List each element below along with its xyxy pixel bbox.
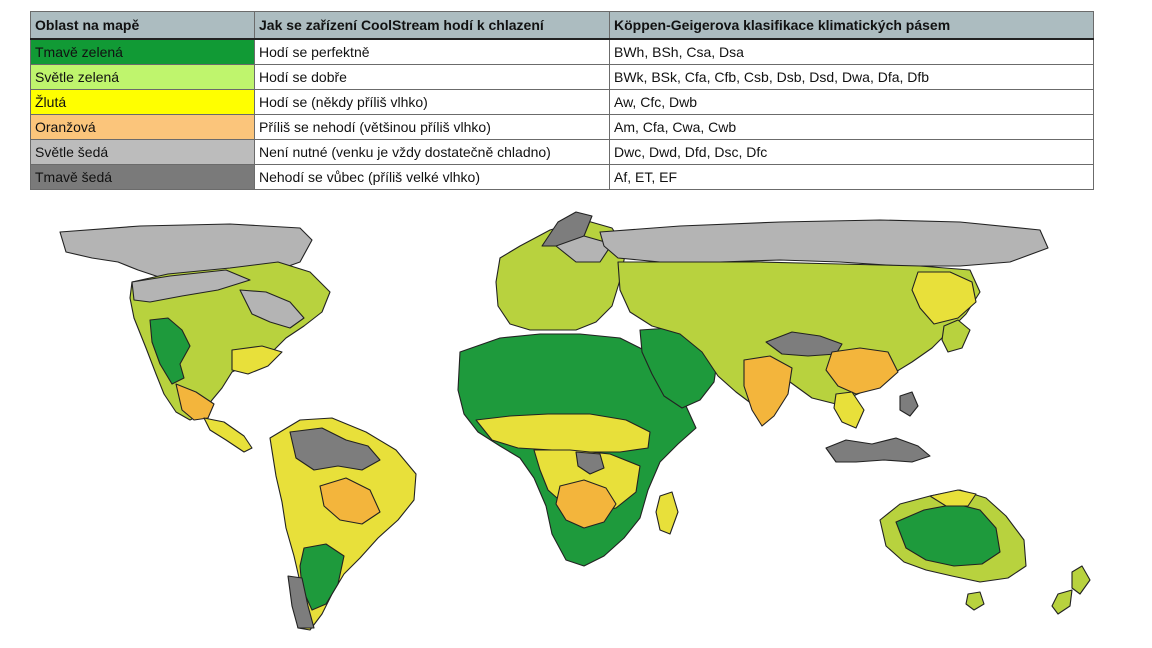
climate-legend-table: Oblast na mapě Jak se zařízení CoolStrea… [30, 11, 1094, 190]
area-swatch-cell: Žlutá [30, 89, 255, 115]
koppen-cell: BWk, BSk, Cfa, Cfb, Csb, Dsb, Dsd, Dwa, … [609, 64, 1094, 90]
indonesia-islands [825, 437, 931, 463]
tibetan-plateau-region [765, 331, 843, 357]
north-america-southeast-region [231, 345, 283, 375]
southeast-asia-region [833, 391, 865, 429]
northern-europe-region [555, 235, 613, 263]
andes-region [287, 575, 315, 629]
brazil-interior-region [319, 477, 381, 525]
area-swatch-cell: Tmavě zelená [30, 38, 255, 65]
madagascar-island [655, 491, 679, 535]
southern-cone-region [299, 543, 345, 611]
header-suitability: Jak se zařízení CoolStream hodí k chlaze… [254, 11, 610, 40]
header-area: Oblast na mapě [30, 11, 255, 40]
table-header-row: Oblast na mapě Jak se zařízení CoolStrea… [30, 11, 1094, 40]
japan-islands [941, 319, 971, 353]
area-swatch-cell: Tmavě šedá [30, 164, 255, 190]
suitability-cell: Nehodí se vůbec (příliš velké vlhko) [254, 164, 610, 190]
koppen-cell: Am, Cfa, Cwa, Cwb [609, 114, 1094, 140]
koppen-cell: BWh, BSh, Csa, Dsa [609, 38, 1094, 65]
china-east-region [825, 347, 899, 395]
sahel-region [475, 413, 651, 453]
koppen-cell: Af, ET, EF [609, 164, 1094, 190]
congo-basin-region [575, 451, 605, 475]
table-row: Tmavě zelená Hodí se perfektně BWh, BSh,… [30, 38, 1094, 65]
koppen-cell: Aw, Cfc, Dwb [609, 89, 1094, 115]
suitability-cell: Hodí se (někdy příliš vlhko) [254, 89, 610, 115]
table-row: Tmavě šedá Nehodí se vůbec (příliš velké… [30, 164, 1094, 190]
area-swatch-cell: Oranžová [30, 114, 255, 140]
philippines-islands [899, 391, 919, 417]
table-row: Světle zelená Hodí se dobře BWk, BSk, Cf… [30, 64, 1094, 90]
mexico-region [175, 383, 215, 421]
area-swatch-cell: Světle zelená [30, 64, 255, 90]
new-zealand-south-island [1051, 589, 1073, 615]
north-america-dry-region [149, 317, 191, 385]
suitability-cell: Příliš se nehodí (většinou příliš vlhko) [254, 114, 610, 140]
north-america-north-region [131, 269, 251, 303]
area-swatch-cell: Světle šedá [30, 139, 255, 165]
world-climate-map [59, 211, 1091, 631]
table-row: Oranžová Příliš se nehodí (většinou příl… [30, 114, 1094, 140]
suitability-cell: Hodí se dobře [254, 64, 610, 90]
amazon-rainforest-region [289, 427, 381, 471]
siberia-region [599, 219, 1049, 267]
australia-north-region [929, 489, 977, 507]
table-row: Světle šedá Není nutné (venku je vždy do… [30, 139, 1094, 165]
hudson-bay-region [239, 289, 305, 329]
koppen-cell: Dwc, Dwd, Dfd, Dsc, Dfc [609, 139, 1094, 165]
suitability-cell: Hodí se perfektně [254, 38, 610, 65]
tasmania-island [965, 591, 985, 611]
central-america-region [203, 417, 253, 453]
southern-africa-highlands-region [555, 479, 617, 529]
header-koppen: Köppen-Geigerova klasifikace klimatickýc… [609, 11, 1094, 40]
table-row: Žlutá Hodí se (někdy příliš vlhko) Aw, C… [30, 89, 1094, 115]
new-zealand-north-island [1071, 565, 1091, 595]
india-region [743, 355, 793, 427]
northeast-asia-region [911, 271, 977, 325]
suitability-cell: Není nutné (venku je vždy dostatečně chl… [254, 139, 610, 165]
